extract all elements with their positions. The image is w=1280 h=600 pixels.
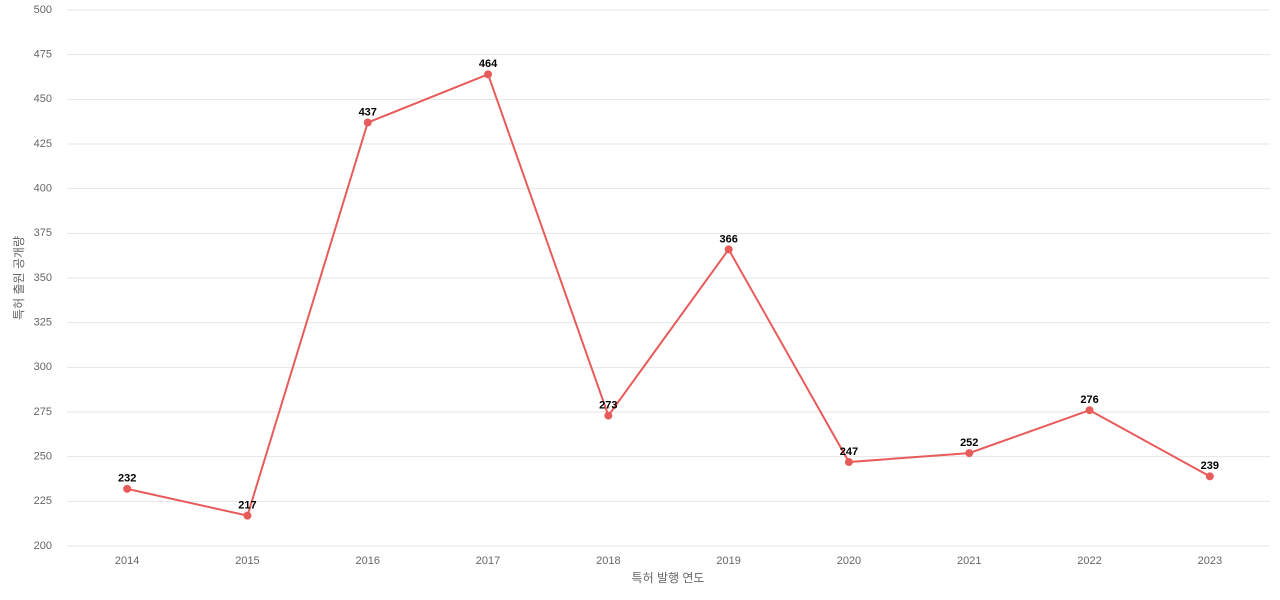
data-label: 276 [1080, 394, 1098, 406]
y-axis-title: 특허 출원 공개량 [12, 236, 26, 320]
x-tick-label: 2016 [356, 555, 380, 567]
y-tick-label: 350 [34, 272, 52, 284]
point [243, 511, 252, 520]
data-label: 232 [118, 473, 136, 485]
x-tick-label: 2015 [235, 555, 259, 567]
y-tick-label: 325 [34, 317, 52, 329]
y-tick-label: 225 [34, 495, 52, 507]
data-label: 273 [599, 399, 617, 411]
x-tick-label: 2023 [1198, 555, 1222, 567]
y-tick-label: 250 [34, 451, 52, 463]
point [724, 245, 733, 254]
data-label: 217 [238, 500, 256, 512]
data-label: 247 [840, 446, 858, 458]
x-tick-label: 2014 [115, 555, 139, 567]
x-axis-title: 특허 발행 연도 [632, 570, 705, 585]
x-tick-label: 2021 [957, 555, 981, 567]
y-tick-label: 500 [34, 4, 52, 16]
x-tick-label: 2018 [596, 555, 620, 567]
line [126, 73, 1211, 517]
x-tick-label: 2019 [716, 555, 740, 567]
x-tick-label: 2020 [837, 555, 861, 567]
data-label: 252 [960, 437, 978, 449]
y-tick-label: 200 [34, 540, 52, 552]
point [1085, 406, 1094, 415]
data-label: 437 [359, 106, 377, 118]
point [123, 484, 132, 493]
y-tick-label: 450 [34, 93, 52, 105]
y-tick-label: 400 [34, 183, 52, 195]
y-tick-label: 425 [34, 138, 52, 150]
point [363, 118, 372, 127]
data-label: 239 [1201, 460, 1219, 472]
x-tick-label: 2017 [476, 555, 500, 567]
y-tick-label: 375 [34, 227, 52, 239]
y-tick-label: 300 [34, 361, 52, 373]
point [844, 458, 853, 467]
data-label: 366 [719, 233, 737, 245]
point [1205, 472, 1214, 481]
point [484, 70, 493, 79]
y-tick-label: 475 [34, 49, 52, 61]
data-label: 464 [479, 58, 498, 70]
y-tick-label: 275 [34, 406, 52, 418]
x-tick-label: 2022 [1077, 555, 1101, 567]
point [604, 411, 613, 420]
point [965, 449, 974, 458]
